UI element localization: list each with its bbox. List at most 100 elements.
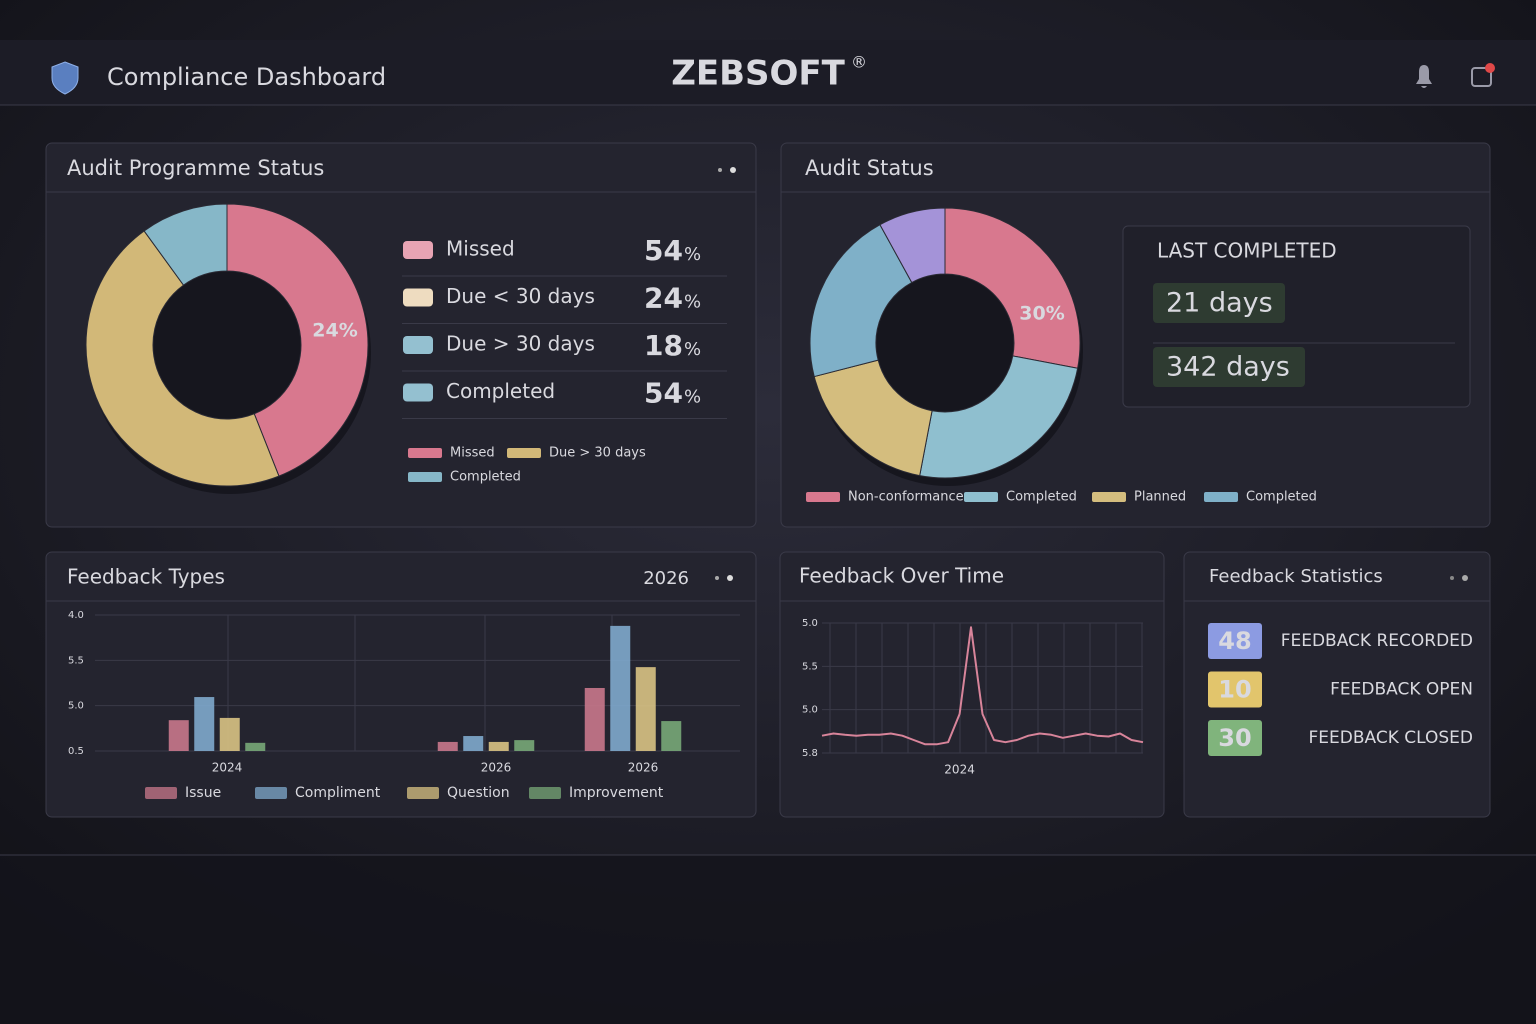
y-tick-label: 5.0	[802, 705, 818, 716]
bar	[488, 741, 509, 751]
legend-label: Non-conformance	[848, 490, 964, 505]
legend-swatch	[529, 787, 561, 799]
y-tick-label: 5.0	[802, 618, 818, 629]
legend-swatch	[964, 492, 998, 502]
bar	[194, 697, 215, 751]
donut-slice	[919, 355, 1079, 479]
legend-swatch	[806, 492, 840, 502]
legend-swatch	[1092, 492, 1126, 502]
bar	[245, 742, 266, 751]
brand: ZEBSOFT	[671, 54, 845, 94]
status-value: 24	[644, 282, 683, 315]
card-title: LAST COMPLETED	[1157, 239, 1337, 263]
donut-slice	[809, 224, 913, 378]
count-label: FEEDBACK RECORDED	[1281, 631, 1473, 651]
x-tick-label: 2026	[628, 761, 659, 775]
panel-title: Audit Status	[805, 156, 934, 180]
legend-label: Issue	[185, 785, 221, 801]
bar	[463, 736, 484, 751]
line-series	[821, 626, 1144, 746]
bar	[661, 721, 682, 751]
legend-swatch	[408, 472, 442, 482]
calendar-icon[interactable]	[1471, 67, 1492, 87]
donut-slice	[944, 207, 1081, 369]
x-tick-label: 2024	[212, 761, 243, 775]
count-badge	[1208, 671, 1262, 708]
slice-annotation: 24%	[312, 320, 357, 342]
legend-label: Completed	[1246, 490, 1317, 505]
bar	[437, 741, 458, 751]
pill	[1153, 283, 1285, 323]
menu-dots[interactable]	[730, 167, 736, 173]
days-value: 21 days	[1166, 288, 1273, 319]
status-label: Due < 30 days	[446, 284, 595, 308]
count-label: FEEDBACK CLOSED	[1308, 728, 1473, 748]
menu-dots[interactable]	[718, 168, 722, 172]
bar	[219, 717, 240, 751]
legend-swatch	[408, 448, 442, 458]
count-value: 48	[1218, 627, 1251, 655]
menu-dots[interactable]	[727, 575, 733, 581]
donut-slice	[879, 207, 946, 284]
brand-mark: ®	[851, 53, 867, 72]
panel-title: Feedback Types	[67, 565, 225, 589]
y-tick-label: 5.8	[802, 748, 818, 759]
legend-swatch	[145, 787, 177, 799]
status-value: 18	[644, 329, 683, 362]
status-label: Completed	[446, 379, 555, 403]
legend-label: Completed	[450, 470, 521, 485]
status-swatch	[403, 383, 433, 402]
legend-label: Due > 30 days	[549, 446, 646, 461]
y-tick-label: 5.5	[802, 661, 818, 672]
donut-slice	[143, 203, 228, 286]
legend-swatch	[507, 448, 541, 458]
pill	[1153, 347, 1305, 387]
footer-shade	[0, 855, 1536, 1024]
status-swatch	[403, 241, 433, 259]
y-tick-label: 4.0	[68, 610, 84, 621]
bar	[514, 740, 535, 751]
legend-label: Improvement	[569, 785, 664, 801]
y-tick-label: 5.5	[68, 655, 84, 666]
header-title: Compliance Dashboard	[107, 63, 386, 91]
x-tick-label: 2024	[944, 763, 975, 777]
legend-swatch	[407, 787, 439, 799]
period: 2026	[643, 568, 689, 589]
status-unit: %	[684, 244, 701, 265]
count-badge	[1208, 720, 1262, 756]
bar	[168, 720, 189, 751]
status-value: 54	[644, 234, 683, 267]
y-tick-label: 5.0	[68, 701, 84, 712]
bar	[610, 625, 631, 751]
legend-label: Compliment	[295, 785, 381, 801]
status-unit: %	[684, 292, 701, 313]
legend-swatch	[1204, 492, 1238, 502]
status-unit: %	[684, 387, 701, 408]
status-swatch	[403, 288, 433, 307]
count-badge	[1208, 623, 1262, 659]
shield-icon	[51, 61, 79, 95]
legend-label: Planned	[1134, 490, 1186, 505]
bar	[584, 687, 605, 751]
bell-icon[interactable]	[1416, 65, 1432, 88]
menu-dots[interactable]	[1462, 575, 1468, 581]
y-tick-label: 0.5	[68, 746, 84, 757]
header-bar	[0, 40, 1536, 105]
status-label: Missed	[446, 237, 515, 261]
status-label: Due > 30 days	[446, 332, 595, 356]
slice-annotation: 30%	[1019, 303, 1064, 325]
days-value: 342 days	[1166, 352, 1290, 383]
menu-dots[interactable]	[1450, 576, 1454, 580]
legend-label: Completed	[1006, 490, 1077, 505]
status-value: 54	[644, 377, 683, 410]
legend-swatch	[255, 787, 287, 799]
panel-title: Audit Programme Status	[67, 156, 324, 180]
donut-slice	[85, 230, 280, 487]
status-unit: %	[684, 339, 701, 360]
panel	[779, 551, 1165, 818]
count-value: 30	[1218, 724, 1251, 752]
legend-label: Missed	[450, 446, 495, 461]
panel-title: Feedback Statistics	[1209, 566, 1383, 587]
menu-dots[interactable]	[715, 576, 719, 580]
